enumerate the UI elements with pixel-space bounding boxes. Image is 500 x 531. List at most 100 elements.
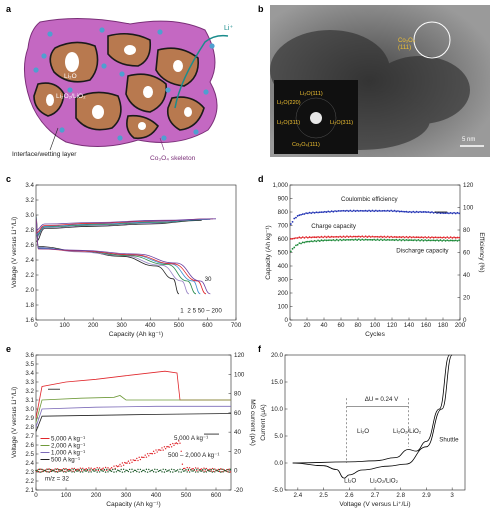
ms-current-point bbox=[197, 471, 199, 473]
ms-current-point bbox=[181, 463, 184, 465]
capacity-point bbox=[346, 235, 348, 238]
ms-current-point bbox=[72, 470, 74, 472]
ms-current-point bbox=[140, 470, 143, 473]
capacity-point bbox=[378, 239, 381, 242]
efficiency-point bbox=[322, 211, 325, 214]
ms-current-point bbox=[166, 446, 168, 448]
ms-current-point bbox=[70, 469, 72, 471]
ms-current-point bbox=[50, 469, 53, 471]
ms-current-point bbox=[220, 468, 222, 470]
ms-current-point bbox=[49, 468, 52, 471]
ms-current-point bbox=[223, 469, 226, 471]
capacity-point bbox=[419, 236, 421, 239]
efficiency-point bbox=[454, 212, 457, 215]
ms-current-point bbox=[138, 456, 140, 459]
efficiency-point bbox=[448, 212, 450, 215]
annotation-delta-u: ΔU = 0.24 V bbox=[365, 396, 399, 403]
ms-current-point bbox=[200, 470, 203, 472]
ms-current-point bbox=[178, 471, 180, 473]
efficiency-point bbox=[456, 211, 459, 214]
efficiency-point bbox=[330, 210, 333, 213]
capacity-point bbox=[289, 237, 292, 240]
ms-current-point bbox=[148, 455, 150, 457]
efficiency-point bbox=[354, 210, 357, 213]
ms-current-point bbox=[197, 467, 199, 469]
y2-tick-label: 120 bbox=[234, 352, 245, 359]
x-tick-label: 700 bbox=[231, 322, 242, 329]
efficiency-point bbox=[446, 212, 449, 214]
capacity-point bbox=[335, 235, 338, 238]
capacity-point bbox=[301, 241, 304, 244]
efficiency-point bbox=[364, 209, 367, 212]
ms-current-point bbox=[161, 471, 163, 473]
ms-current-point bbox=[49, 470, 52, 473]
efficiency-point bbox=[417, 211, 420, 214]
ms-current-point bbox=[68, 470, 71, 472]
ms-current-point bbox=[121, 471, 124, 473]
ms-current-point bbox=[199, 470, 202, 472]
capacity-point bbox=[349, 235, 352, 238]
capacity-point bbox=[410, 239, 413, 242]
efficiency-point bbox=[420, 211, 423, 214]
ms-current-point bbox=[40, 471, 42, 473]
x-tick-label: 2.8 bbox=[396, 492, 405, 499]
capacity-point bbox=[437, 236, 440, 239]
ms-current-point bbox=[113, 465, 115, 467]
discharge-curve-5 bbox=[35, 219, 211, 295]
efficiency-point bbox=[361, 209, 364, 212]
annotation-mz: m/z = 32 bbox=[45, 475, 69, 482]
efficiency-point bbox=[306, 212, 309, 215]
interface-label: Interface/wetting layer bbox=[12, 151, 77, 158]
x-tick-label: 60 bbox=[338, 322, 345, 329]
ms-current-point bbox=[140, 456, 143, 458]
efficiency-point bbox=[310, 212, 313, 215]
efficiency-point bbox=[412, 210, 415, 213]
ms-current-point bbox=[46, 468, 48, 470]
y-tick-label: 3.6 bbox=[25, 352, 34, 359]
capacity-point bbox=[322, 236, 325, 239]
capacity-point bbox=[315, 236, 318, 239]
capacity-point bbox=[335, 238, 338, 241]
capacity-point bbox=[373, 235, 376, 238]
y-tick-label: 3.5 bbox=[25, 361, 34, 368]
capacity-point bbox=[393, 235, 396, 238]
capacity-point bbox=[357, 238, 360, 241]
ms-current-point bbox=[220, 471, 222, 473]
ms-current-point bbox=[204, 468, 206, 470]
x-tick-label: 2.6 bbox=[345, 492, 354, 499]
efficiency-point bbox=[329, 211, 331, 213]
y2-tick-label: 120 bbox=[463, 182, 474, 189]
ms-current-point bbox=[118, 465, 120, 467]
capacity-point bbox=[329, 239, 331, 242]
efficiency-point bbox=[458, 212, 461, 215]
ms-current-point bbox=[194, 467, 197, 469]
ms-current-point bbox=[180, 450, 182, 453]
y-axis-label: Voltage (V versus Li⁺/Li) bbox=[11, 387, 18, 458]
efficiency-point bbox=[432, 211, 435, 214]
y2-tick-label: 100 bbox=[234, 371, 245, 378]
saed-center-spot bbox=[310, 112, 322, 124]
ms-current-point bbox=[73, 471, 76, 473]
y2-tick-label: 40 bbox=[234, 429, 241, 436]
chart-e: 0 100 200 300 400 500 6002.12.22.32.42.52.62.7… bbox=[11, 352, 256, 508]
capacity-point bbox=[373, 238, 376, 241]
capacity-point bbox=[323, 239, 326, 242]
ms-current-point bbox=[146, 471, 149, 473]
y-tick-label: 2.7 bbox=[25, 433, 34, 440]
capacity-point bbox=[414, 236, 416, 239]
capacity-point bbox=[364, 238, 367, 241]
capacity-point bbox=[408, 235, 411, 238]
ms-current-point bbox=[157, 470, 160, 473]
ms-current-point bbox=[102, 467, 104, 469]
y2-tick-label: -20 bbox=[234, 487, 244, 494]
x-axis-label: Capacity (Ah kg⁻¹) bbox=[109, 331, 163, 338]
efficiency-point bbox=[337, 209, 340, 212]
y-tick-label: 3.4 bbox=[25, 182, 34, 189]
capacity-point bbox=[386, 235, 389, 238]
y-tick-label: 3.0 bbox=[25, 212, 34, 219]
chart-d: 0 20 40 60 80 100 120 140 160 180 2000100200300400… bbox=[265, 182, 485, 338]
ms-current-point bbox=[169, 443, 172, 446]
ms-current-point bbox=[198, 469, 200, 471]
ms-current-point bbox=[166, 470, 168, 473]
